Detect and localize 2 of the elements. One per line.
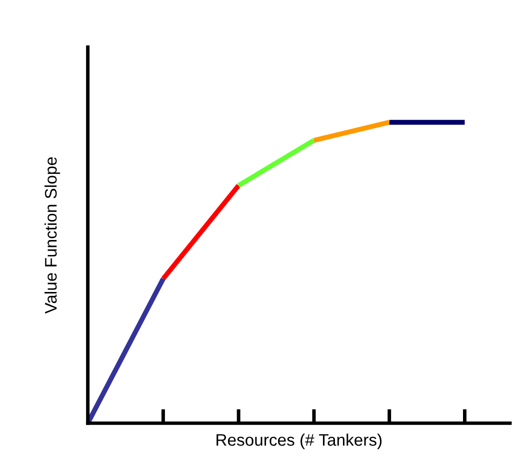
x-axis-title: Resources (# Tankers): [216, 434, 382, 450]
y-axis-title: Value Function Slope: [44, 157, 60, 314]
